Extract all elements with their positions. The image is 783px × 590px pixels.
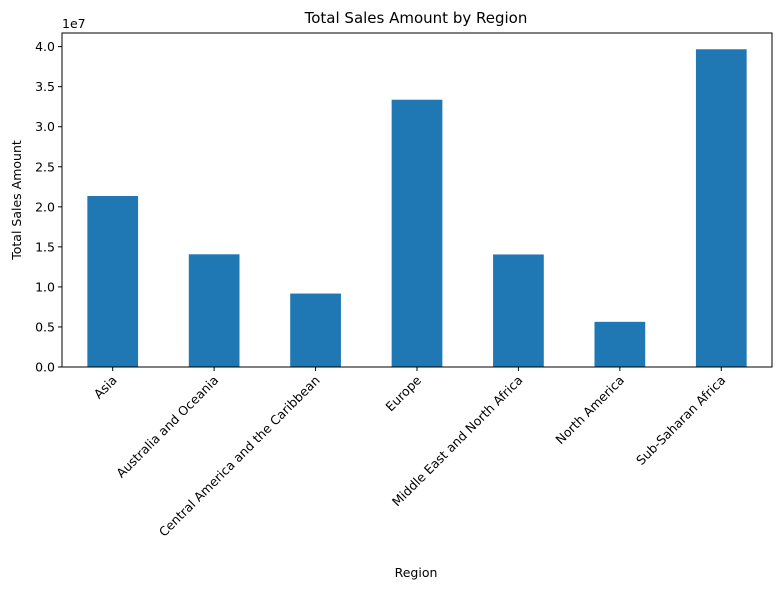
y-tick-label: 1.5 bbox=[35, 239, 55, 254]
y-tick-label: 3.5 bbox=[35, 79, 55, 94]
x-tick-label: Europe bbox=[382, 372, 424, 414]
x-tick-label: Central America and the Caribbean bbox=[156, 373, 323, 540]
y-axis-title: Total Sales Amount bbox=[9, 140, 24, 261]
bar-asia bbox=[87, 195, 139, 367]
bar-australia-and-oceania bbox=[188, 254, 240, 367]
bar-north-america bbox=[594, 321, 646, 367]
bar-europe bbox=[391, 99, 443, 367]
y-tick-label: 3.0 bbox=[35, 119, 55, 134]
y-tick-label: 0.0 bbox=[35, 360, 55, 375]
bar-middle-east-and-north-africa bbox=[493, 254, 544, 367]
y-tick-label: 4.0 bbox=[35, 39, 55, 54]
y-tick-label: 1.0 bbox=[35, 279, 55, 294]
y-axis-ticks: 0.0 0.5 1.0 1.5 2.0 2.5 3.0 3.5 4.0 bbox=[35, 39, 62, 375]
bar-central-america-and-the-caribbean bbox=[290, 293, 341, 367]
plot-frame bbox=[61, 32, 773, 368]
y-tick-label: 2.5 bbox=[35, 159, 55, 174]
x-tick-label: Sub-Saharan Africa bbox=[633, 373, 728, 468]
bar-sub-saharan-africa bbox=[695, 49, 747, 368]
x-tick-label: North America bbox=[552, 373, 627, 448]
x-axis-title: Region bbox=[395, 565, 438, 580]
y-axis-offset-label: 1e7 bbox=[62, 16, 86, 31]
y-tick-label: 2.0 bbox=[35, 199, 55, 214]
y-tick-label: 0.5 bbox=[35, 319, 55, 334]
bars-group bbox=[87, 49, 747, 368]
chart-title: Total Sales Amount by Region bbox=[304, 9, 528, 27]
x-tick-label: Australia and Oceania bbox=[113, 373, 221, 481]
x-tick-label: Asia bbox=[91, 373, 120, 402]
